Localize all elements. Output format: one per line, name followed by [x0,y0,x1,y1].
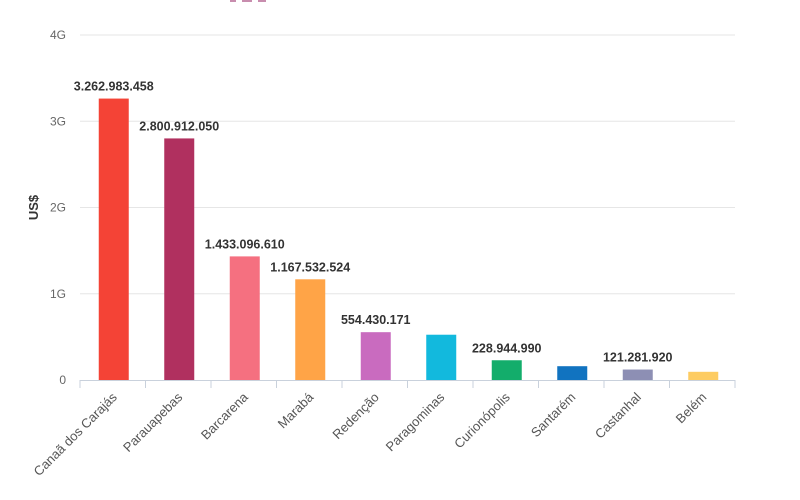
y-axis-ticks: 0 1G 2G 3G 4G [50,28,66,387]
x-axis-category-labels: Canaã dos Carajás Parauapebas Barcarena Mar… [31,389,710,479]
bar-5 [360,332,391,380]
bars [98,98,719,380]
y-tick-label: 0 [59,373,66,387]
data-label-1: 3.262.983.458 [74,80,154,94]
x-axis [79,380,736,388]
bar-10 [688,371,719,380]
data-label-9: 121.281.920 [603,351,673,365]
y-tick-label: 4G [50,28,66,42]
data-label-5: 554.430.171 [341,313,411,327]
y-axis-label: US$ [26,194,41,220]
x-category-label-4: Marabá [275,389,317,431]
y-tick-label: 1G [50,287,66,301]
bar-8 [557,366,588,380]
y-tick-label: 3G [50,114,66,128]
bar-9 [622,369,653,380]
bar-6 [426,334,457,380]
data-label-2: 2.800.912.050 [139,119,219,133]
bar-3 [229,256,260,380]
bar-7 [491,360,522,380]
data-label-4: 1.167.532.524 [270,260,350,274]
x-category-label-2: Parauapebas [120,389,186,455]
x-category-label-1: Canaã dos Carajás [31,389,121,479]
bar-1 [98,98,129,380]
data-labels: 3.262.983.458 2.800.912.050 1.433.096.610 1… [74,80,673,365]
x-category-label-3: Barcarena [198,389,252,443]
bar-4 [295,279,326,380]
x-category-label-8: Santarém [528,390,578,440]
x-category-label-10: Belém [673,390,710,427]
data-label-3: 1.433.096.610 [205,237,285,251]
cropped-header-fragment [230,0,420,6]
bar-2 [164,138,195,380]
x-category-label-7: Curionópolis [451,389,513,451]
x-category-label-6: Paragominas [383,389,448,454]
x-category-label-5: Redenção [329,390,382,443]
y-tick-label: 2G [50,201,66,215]
x-category-label-9: Castanhal [592,389,644,441]
data-label-7: 228.944.990 [472,341,542,355]
